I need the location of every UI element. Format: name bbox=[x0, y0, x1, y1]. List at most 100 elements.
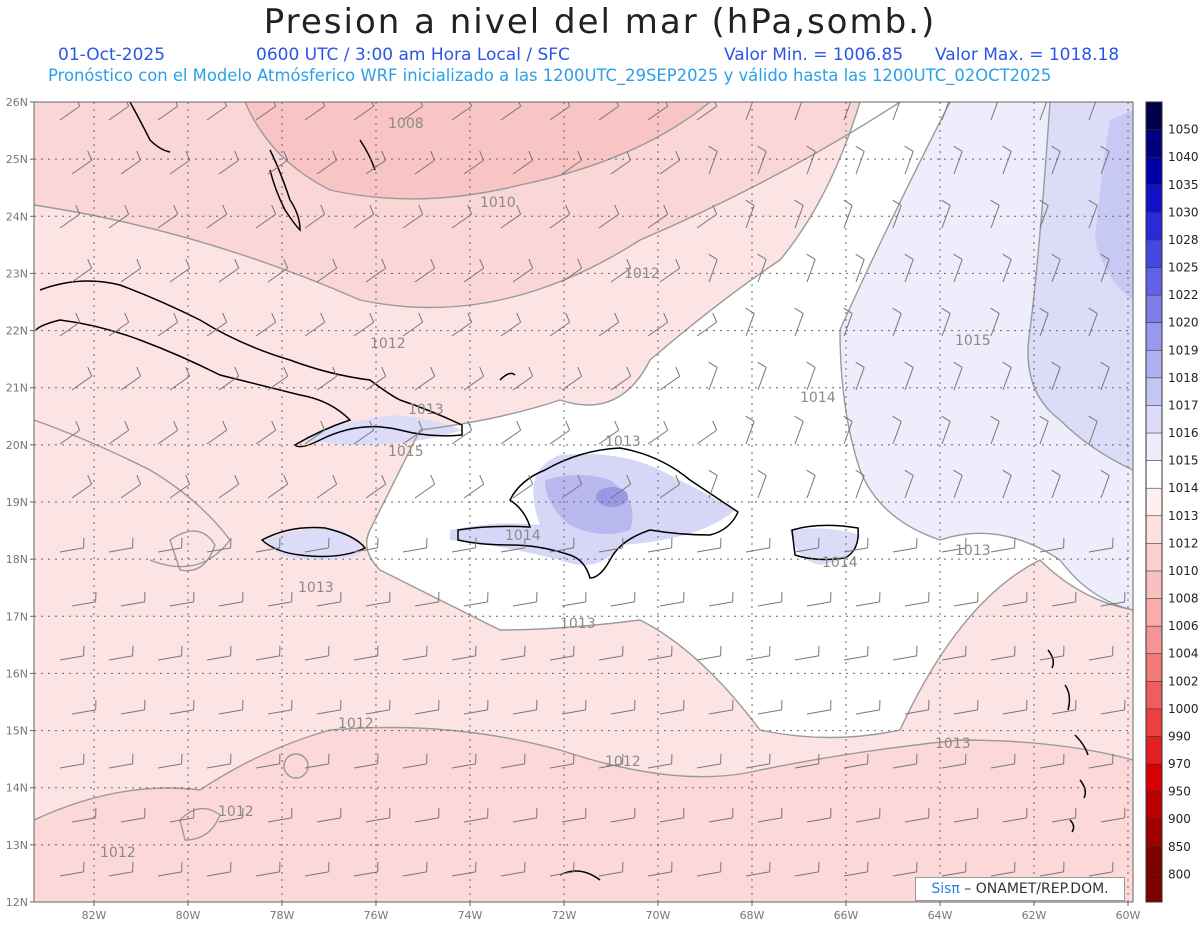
wind-barb-flag bbox=[528, 366, 534, 377]
wind-barb-flag bbox=[469, 102, 473, 107]
coastlines bbox=[35, 102, 1089, 881]
shade-1012-south bbox=[34, 727, 1133, 902]
wind-barb-flag bbox=[271, 204, 277, 215]
credit-box: Sisπ – ONAMET/REP.DOM. bbox=[915, 877, 1125, 901]
wind-barb-staff bbox=[892, 655, 917, 661]
wind-barb-flag bbox=[369, 420, 375, 431]
contour-label: 1015 bbox=[955, 333, 991, 349]
wind-barb-staff bbox=[696, 321, 717, 337]
wind-barb-flag bbox=[173, 420, 179, 431]
contour-label: 1014 bbox=[800, 390, 836, 406]
bahamas-coast-2 bbox=[359, 139, 376, 171]
wind-barb-staff bbox=[402, 213, 423, 229]
wind-barb-staff bbox=[206, 321, 227, 337]
contour-label: 1008 bbox=[388, 116, 424, 132]
wind-barb-staff bbox=[304, 429, 325, 445]
colorbar-label: 1030 bbox=[1168, 205, 1199, 219]
wind-barb-staff bbox=[745, 547, 770, 553]
wind-barb-staff bbox=[512, 267, 533, 283]
wind-barb-flag bbox=[712, 420, 718, 431]
wind-barb-flag bbox=[953, 253, 963, 260]
shade-1010 bbox=[34, 102, 900, 308]
wind-barb-flag bbox=[904, 469, 914, 476]
colorbar-swatch bbox=[1146, 764, 1162, 793]
wind-barb-staff bbox=[745, 205, 755, 229]
wind-barb-flag bbox=[806, 145, 816, 152]
wind-barb-flag bbox=[175, 102, 179, 107]
colorbar-swatch bbox=[1146, 350, 1162, 379]
wind-barb-flag bbox=[904, 361, 914, 368]
colorbar-swatch bbox=[1146, 488, 1162, 517]
wind-barb-staff bbox=[843, 871, 868, 877]
colorbar-label: 1008 bbox=[1168, 592, 1199, 606]
wind-barb-staff bbox=[757, 601, 782, 607]
wind-barb-staff bbox=[500, 547, 525, 553]
wind-barb-staff bbox=[892, 421, 902, 445]
colorbar-label: 1016 bbox=[1168, 426, 1199, 440]
colorbar-label: 1000 bbox=[1168, 702, 1199, 716]
wind-barb-staff bbox=[255, 763, 280, 769]
wind-barb-flag bbox=[173, 204, 179, 215]
wind-barb-flag bbox=[271, 312, 277, 323]
wind-barb-staff bbox=[120, 159, 141, 175]
wind-barb-staff bbox=[757, 367, 767, 391]
wind-barb-staff bbox=[1088, 313, 1098, 337]
wind-barb-staff bbox=[598, 105, 619, 121]
wind-barb-staff bbox=[561, 375, 582, 391]
wind-barb-staff bbox=[316, 375, 337, 391]
wind-barb-flag bbox=[381, 366, 387, 377]
wind-barb-flag bbox=[418, 204, 424, 215]
wind-barb-flag bbox=[283, 474, 289, 485]
wind-barb-flag bbox=[1040, 92, 1049, 97]
wind-barb-staff bbox=[206, 105, 227, 121]
wind-barb-staff bbox=[892, 763, 917, 769]
colorbar-swatch bbox=[1146, 405, 1162, 434]
wind-barb-staff bbox=[512, 159, 533, 175]
wind-barb-staff bbox=[696, 547, 721, 553]
contour-label: 1012 bbox=[624, 266, 660, 282]
wind-barb-staff bbox=[561, 483, 582, 499]
wind-barb-staff bbox=[218, 375, 239, 391]
wind-barb-flag bbox=[665, 102, 669, 107]
wind-barb-flag bbox=[1051, 361, 1061, 368]
wind-barb-staff bbox=[1051, 259, 1061, 283]
wind-barb-staff bbox=[745, 421, 755, 445]
wind-barb-staff bbox=[402, 547, 427, 553]
wind-barb-staff bbox=[71, 817, 96, 823]
wind-barb-flag bbox=[745, 415, 755, 422]
colorbar-label: 1025 bbox=[1168, 261, 1199, 275]
lat-label: 13N bbox=[6, 839, 28, 852]
colorbar-label: 900 bbox=[1168, 812, 1191, 826]
colorbar-label: 1006 bbox=[1168, 619, 1199, 633]
wind-barb-staff bbox=[843, 313, 853, 337]
wind-barb-staff bbox=[267, 709, 292, 715]
wind-barb-staff bbox=[794, 205, 804, 229]
isobar-1012-west bbox=[34, 419, 231, 568]
wind-barb-staff bbox=[120, 601, 145, 607]
wind-barb-staff bbox=[463, 375, 484, 391]
wind-barb-flag bbox=[222, 420, 228, 431]
lat-label: 15N bbox=[6, 725, 28, 738]
wind-barb-flag bbox=[124, 312, 130, 323]
wind-barb-staff bbox=[659, 601, 684, 607]
wind-barb-flag bbox=[855, 469, 865, 476]
wind-barb-staff bbox=[1088, 102, 1097, 121]
wind-barb-staff bbox=[806, 259, 816, 283]
wind-barb-staff bbox=[610, 267, 631, 283]
wind-barb-staff bbox=[304, 763, 329, 769]
shade-1016 bbox=[1095, 110, 1133, 300]
wind-barb-flag bbox=[1088, 415, 1098, 422]
contour-label: 1013 bbox=[298, 580, 334, 596]
wind-barb-staff bbox=[696, 871, 721, 877]
wind-barb-staff bbox=[794, 102, 803, 121]
wind-barb-staff bbox=[794, 763, 819, 769]
wind-barb-staff bbox=[610, 817, 635, 823]
wind-barb-staff bbox=[218, 159, 239, 175]
isobar-1013 bbox=[366, 102, 1133, 739]
wind-barb-staff bbox=[500, 763, 525, 769]
wind-barb-staff bbox=[414, 483, 435, 499]
wind-barb-staff bbox=[402, 105, 423, 121]
lat-label: 22N bbox=[6, 325, 28, 338]
wind-barb-flag bbox=[418, 312, 424, 323]
map-plot-area: 1008 1010 1012 1012 1013 1015 1013 1014 … bbox=[34, 92, 1133, 902]
